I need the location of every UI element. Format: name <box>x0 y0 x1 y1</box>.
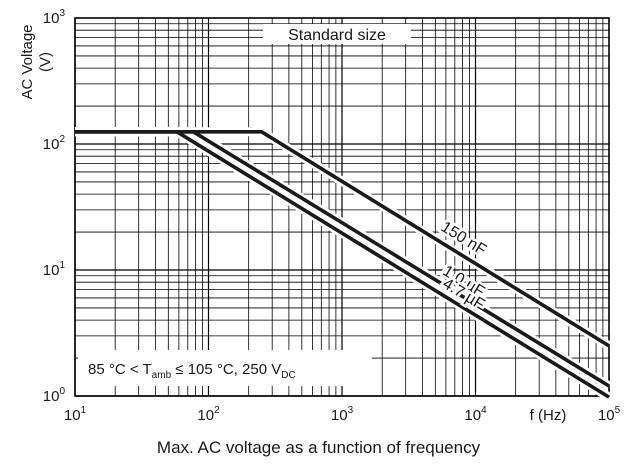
y-tick-label-exponent: 3 <box>59 8 65 19</box>
y-tick-label-exponent: 2 <box>59 134 65 145</box>
condition-sub-1: amb <box>152 370 172 381</box>
x-tick-label-base: 10 <box>598 407 615 424</box>
y-tick-label: 102 <box>43 134 66 153</box>
curves <box>75 127 612 401</box>
x-tick-label-exponent: 5 <box>615 405 621 416</box>
x-tick-label-exponent: 1 <box>81 405 87 416</box>
plot-frame <box>74 17 610 397</box>
condition-label: 85 °C < Tamb ≤ 105 °C, 250 VDC <box>88 361 296 381</box>
x-tick-label: 103 <box>331 405 354 424</box>
condition-box <box>78 350 372 386</box>
x-tick-label-base: 10 <box>197 407 214 424</box>
condition-text-1: 85 °C < T <box>88 361 152 378</box>
y-tick-label-base: 10 <box>43 388 60 405</box>
x-tick-label-base: 10 <box>331 407 348 424</box>
x-tick-label: 104 <box>464 405 487 424</box>
x-tick-label-base: 10 <box>64 407 81 424</box>
standard-size-box <box>263 24 411 44</box>
y-tick-label: 100 <box>43 386 66 405</box>
y-axis-unit: (V) <box>37 52 54 72</box>
series-line <box>75 129 610 399</box>
x-tick-label-base: 10 <box>464 407 481 424</box>
chart-caption: Max. AC voltage as a function of frequen… <box>156 438 481 457</box>
x-axis-label: f (Hz) <box>530 407 567 424</box>
y-tick-label: 103 <box>43 8 66 27</box>
y-tick-label: 101 <box>43 260 66 279</box>
y-tick-label-base: 10 <box>43 10 60 27</box>
y-tick-label-base: 10 <box>43 262 60 279</box>
y-axis-label: AC Voltage <box>19 24 36 99</box>
x-tick-label-exponent: 2 <box>214 405 220 416</box>
condition-sub-2: DC <box>281 370 295 381</box>
x-tick-label: 102 <box>197 405 220 424</box>
annotations: Standard size 85 °C < Tamb ≤ 105 °C, 250… <box>78 24 411 386</box>
y-tick-label-exponent: 1 <box>59 260 65 271</box>
y-tick-label-base: 10 <box>43 136 60 153</box>
condition-text-2: ≤ 105 °C, 250 V <box>171 361 281 378</box>
x-tick-label: 105 <box>598 405 621 424</box>
x-tick-label-exponent: 4 <box>481 405 487 416</box>
standard-size-label: Standard size <box>288 27 386 44</box>
y-tick-label-exponent: 0 <box>59 386 65 397</box>
x-tick-label-exponent: 3 <box>348 405 354 416</box>
x-tick-label: 101 <box>64 405 87 424</box>
